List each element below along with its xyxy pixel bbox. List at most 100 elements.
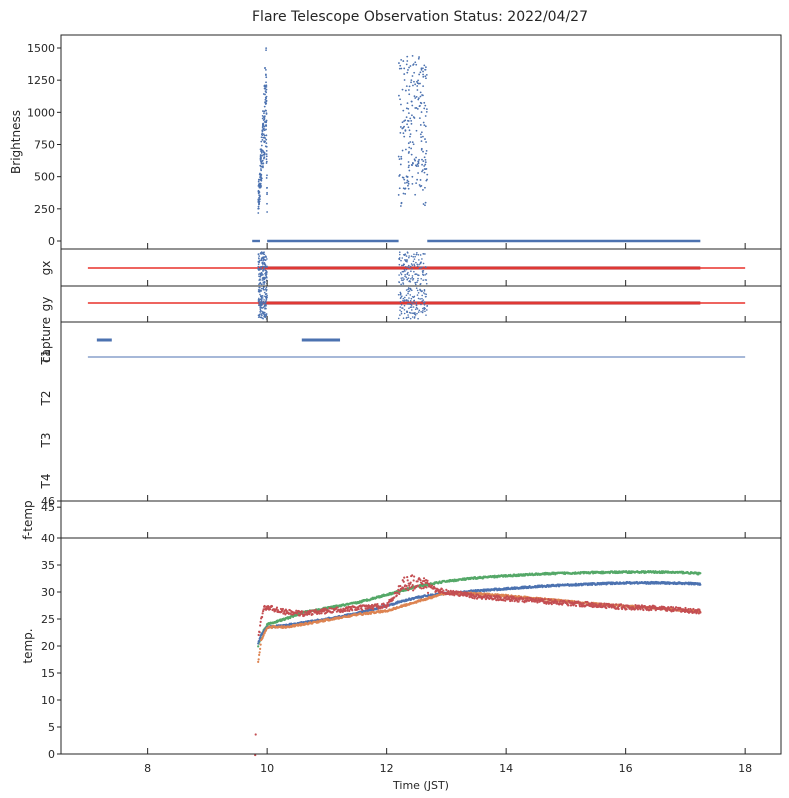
brightness-point [260, 136, 263, 139]
temp-point-blue [699, 583, 702, 586]
temp-point-red [670, 605, 673, 609]
gy-scatter-point [420, 303, 422, 306]
gx-scatter-point [413, 258, 416, 260]
brightness-point [420, 140, 423, 143]
gx-scatter-point [411, 275, 414, 277]
temp-point-red [605, 606, 608, 610]
ftemp-y-tick-label: 45 [41, 501, 55, 514]
brightness-point [405, 63, 408, 66]
brightness-y-tick-label: 0 [48, 235, 55, 248]
gx-scatter-point [413, 270, 415, 273]
gx-scatter-point [262, 263, 264, 265]
temp-point-red [259, 620, 262, 623]
gx-scatter-point [422, 273, 424, 276]
brightness-point [264, 68, 267, 71]
temp-point-red [622, 604, 626, 607]
temp-point-red [357, 608, 360, 611]
brightness-point [417, 165, 420, 167]
gx-scatter-point [260, 251, 262, 254]
gx-scatter-point [408, 279, 411, 282]
gx-scatter-point [260, 258, 263, 261]
brightness-point [257, 180, 260, 183]
temp-y-tick-label: 15 [41, 667, 55, 680]
temp-point-red [262, 609, 265, 613]
temp-point-red [518, 598, 521, 601]
brightness-point [421, 170, 423, 173]
temp-point-orange [259, 643, 262, 646]
brightness-y-label: Brightness [9, 110, 23, 174]
brightness-point [264, 93, 266, 96]
brightness-point [258, 194, 261, 197]
gx-scatter-point [262, 281, 265, 284]
gx-scatter-point [258, 255, 261, 257]
temp-point-red [344, 609, 347, 612]
brightness-point [265, 138, 268, 141]
brightness-point [407, 182, 410, 185]
data-layer [87, 47, 746, 757]
gy-scatter-point [261, 297, 264, 299]
gx-scatter-point [421, 258, 423, 260]
gy-scatter-point [417, 317, 419, 320]
gy-scatter-point [260, 297, 263, 299]
brightness-point [257, 212, 260, 214]
temp-point-green [257, 645, 260, 648]
brightness-point [410, 100, 413, 103]
brightness-point [397, 194, 400, 196]
gy-scatter-point [405, 299, 407, 302]
temp-point-red [462, 594, 465, 597]
brightness-point [419, 124, 422, 126]
gy-scatter-point [259, 308, 262, 311]
brightness-point [411, 54, 414, 57]
temp-point-red [426, 579, 429, 582]
gx-scatter-point [266, 276, 268, 279]
temp-point-red [603, 602, 606, 605]
brightness-point [399, 64, 402, 67]
brightness-point [406, 102, 409, 105]
brightness-point [407, 161, 410, 163]
temp-point-red [301, 610, 304, 613]
gx-scatter-point [424, 253, 426, 255]
brightness-point [413, 71, 416, 74]
gx-scatter-point [401, 270, 404, 273]
temp-point-red [522, 597, 525, 600]
temp-point-red [625, 607, 628, 611]
brightness-point [425, 73, 428, 76]
temp-point-red [304, 610, 307, 613]
gy-scatter-point [415, 302, 418, 304]
temp-point-red [402, 580, 405, 583]
gx-scatter-point [406, 260, 408, 263]
temp-y-tick-label: 20 [41, 640, 55, 653]
brightness-point [263, 140, 266, 143]
gy-scatter-point [417, 311, 420, 313]
temp-point-red [634, 603, 637, 607]
brightness-point [424, 104, 427, 107]
gy-scatter-point [400, 310, 403, 313]
gx-scatter-point [401, 257, 404, 259]
brightness-point [419, 71, 422, 74]
brightness-point [418, 117, 421, 120]
gx-scatter-point [400, 259, 402, 262]
gy-scatter-point [261, 301, 264, 304]
temp-point-red [674, 606, 678, 609]
gx-scatter-point [418, 267, 421, 270]
brightness-point [262, 116, 265, 118]
gy-scatter-point [407, 314, 409, 316]
gy-scatter-point [416, 312, 418, 315]
gx-scatter-point [408, 255, 410, 257]
brightness-point [422, 94, 424, 97]
gx-scatter-point [411, 268, 413, 270]
brightness-point [261, 117, 264, 120]
brightness-point [425, 150, 428, 152]
gy-scatter-point [400, 303, 403, 306]
brightness-point [265, 162, 268, 164]
brightness-point [416, 108, 419, 110]
brightness-point [403, 120, 405, 123]
gy-scatter-point [409, 303, 412, 306]
gy-scatter-point [262, 288, 265, 291]
brightness-point [407, 126, 410, 129]
brightness-point [400, 58, 403, 61]
brightness-point [419, 179, 422, 181]
gx-scatter-point [402, 263, 405, 265]
gy-scatter-point [418, 309, 421, 312]
temp-point-red [409, 581, 412, 584]
